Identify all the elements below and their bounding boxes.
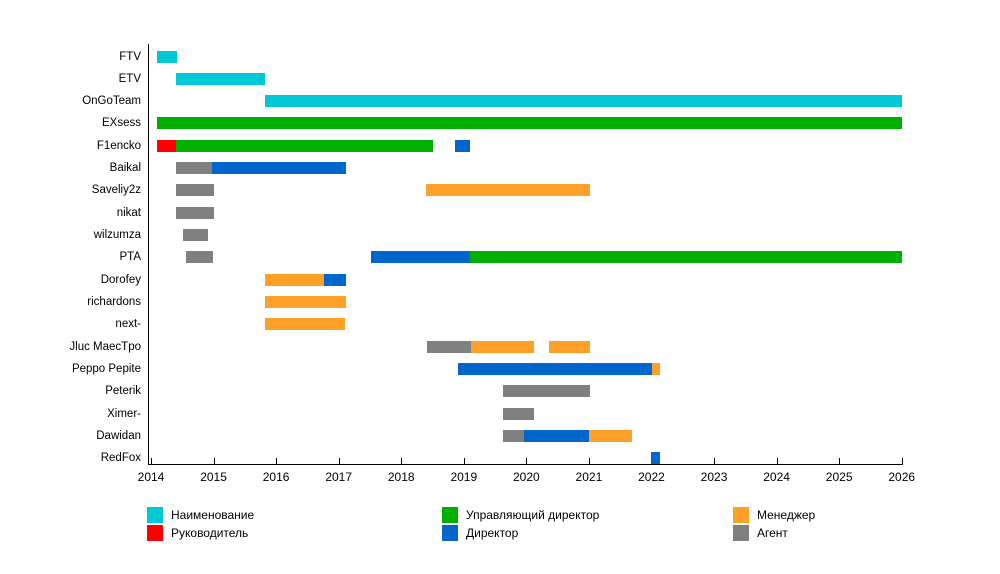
bar-peppo-pepite-manager <box>652 362 661 375</box>
bar-wilzumza-agent <box>182 229 208 242</box>
x-axis-tick-label: 2023 <box>700 470 728 484</box>
row-label-ximer: Ximer- <box>107 407 141 420</box>
x-axis-tick-label: 2025 <box>825 470 853 484</box>
row-label-f1encko: F1encko <box>96 139 141 152</box>
bar-dorofey-director <box>324 273 346 286</box>
row-label-exsess: EXsess <box>102 117 141 130</box>
row-label-next: next- <box>115 318 141 331</box>
row-label-dorofey: Dorofey <box>100 273 141 286</box>
bar-baikal-agent <box>176 162 213 175</box>
bar-jluc-maectpo-manager <box>548 340 590 353</box>
legend-label-agent: Агент <box>757 526 788 540</box>
bar-dawidan-director <box>524 429 589 442</box>
bar-ftv-name <box>157 50 177 63</box>
row-label-wilzumza: wilzumza <box>93 229 141 242</box>
x-axis-tick <box>776 458 778 464</box>
row-label-nikat: nikat <box>116 206 141 219</box>
x-axis-tick-label: 2024 <box>763 470 790 484</box>
x-axis-tick <box>151 458 152 464</box>
bar-dawidan-agent <box>502 429 525 442</box>
x-axis-tick <box>401 458 403 464</box>
row-label-redfox: RedFox <box>100 452 141 465</box>
bar-f1encko-managing-director <box>176 139 434 152</box>
x-axis-tick-label: 2026 <box>888 470 916 484</box>
x-axis-tick-label: 2019 <box>450 470 478 484</box>
x-axis-tick-label: 2022 <box>638 470 665 484</box>
bar-redfox-director <box>650 452 661 465</box>
row-label-pta: PTA <box>119 251 141 264</box>
row-label-etv: ETV <box>118 72 141 85</box>
bar-nikat-agent <box>176 206 214 219</box>
legend-label-head: Руководитель <box>171 526 249 540</box>
legend-label-managing-director: Управляющий директор <box>466 508 600 522</box>
bar-saveliy2z-agent <box>176 184 214 197</box>
bar-saveliy2z-manager <box>426 184 590 197</box>
legend-swatch-name <box>147 507 163 523</box>
bar-pta-director <box>371 251 471 264</box>
bar-exsess-managing-director <box>157 117 902 130</box>
bar-f1encko-head <box>157 139 177 152</box>
x-axis-tick-label: 2021 <box>575 470 603 484</box>
x-axis-tick <box>338 458 340 464</box>
row-label-ftv: FTV <box>119 50 141 63</box>
bar-next-manager <box>264 318 345 331</box>
bar-ongoteam-name <box>264 95 902 108</box>
bar-ximer-agent <box>502 407 534 420</box>
x-axis-tick-label: 2014 <box>137 470 165 484</box>
legend-label-director: Директор <box>466 526 519 540</box>
row-label-ongoteam: OnGoTeam <box>82 95 141 108</box>
bar-peppo-pepite-director <box>457 362 653 375</box>
x-axis-tick <box>276 458 278 464</box>
bar-pta-agent <box>186 251 213 264</box>
x-axis-tick <box>839 458 841 464</box>
x-axis-tick-label: 2018 <box>387 470 415 484</box>
bar-peterik-agent <box>502 385 590 398</box>
x-axis-tick <box>526 458 528 464</box>
x-axis-tick <box>213 458 215 464</box>
legend-swatch-director <box>442 525 458 541</box>
row-label-dawidan: Dawidan <box>96 429 141 442</box>
y-axis-line <box>148 44 149 464</box>
bar-f1encko-director <box>455 139 471 152</box>
x-axis-line <box>148 464 903 465</box>
row-label-saveliy2z: Saveliy2z <box>91 184 141 197</box>
x-axis-tick-label: 2020 <box>513 470 540 484</box>
x-axis-tick-label: 2017 <box>325 470 353 484</box>
bar-richardons-manager <box>264 296 346 309</box>
x-axis-tick <box>714 458 716 464</box>
row-label-richardons: richardons <box>87 296 141 309</box>
row-label-baikal: Baikal <box>109 162 141 175</box>
row-label-peppo-pepite: Peppo Pepite <box>71 362 141 375</box>
x-axis-tick-label: 2015 <box>200 470 227 484</box>
x-axis-tick <box>901 458 903 464</box>
legend-swatch-agent <box>733 525 749 541</box>
bar-jluc-maectpo-manager <box>470 340 534 353</box>
bar-dawidan-manager <box>588 429 633 442</box>
bar-baikal-director <box>212 162 346 175</box>
x-axis-tick-label: 2016 <box>262 470 290 484</box>
bar-jluc-maectpo-agent <box>426 340 471 353</box>
row-label-peterik: Peterik <box>105 385 141 398</box>
row-label-jluc-maectpo: Jluc MaecTpo <box>69 340 141 353</box>
legend-swatch-managing-director <box>442 507 458 523</box>
legend-swatch-head <box>147 525 163 541</box>
legend-label-name: Наименование <box>171 508 255 522</box>
bar-dorofey-manager <box>264 273 325 286</box>
bar-pta-managing-director <box>470 251 902 264</box>
bar-etv-name <box>176 72 266 85</box>
x-axis-tick <box>463 458 465 464</box>
legend-swatch-manager <box>733 507 749 523</box>
x-axis-tick <box>588 458 590 464</box>
legend-label-manager: Менеджер <box>757 508 816 522</box>
